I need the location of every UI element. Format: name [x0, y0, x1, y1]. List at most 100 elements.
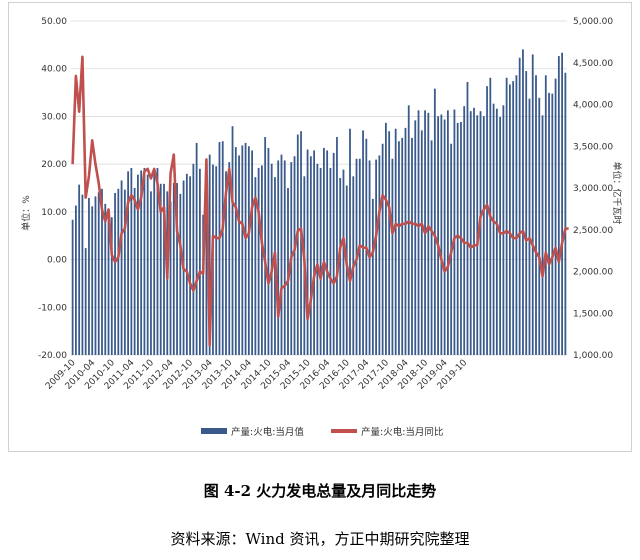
right-axis-title: 单位：亿千瓦时	[611, 161, 623, 224]
bar	[192, 163, 195, 355]
bar	[430, 140, 433, 355]
bar	[189, 176, 192, 355]
grid-lines	[71, 20, 567, 356]
bar	[163, 183, 165, 355]
bar	[329, 167, 332, 355]
bar	[378, 155, 381, 355]
line-series-fire-power-yoy	[71, 55, 569, 347]
left-tick-label: 0.00	[47, 256, 67, 266]
bar	[313, 150, 316, 355]
left-axis-ticks: 50.00 40.00 30.00 20.00 10.00 0.00 -10.00 -20.0…	[38, 17, 67, 361]
bar	[528, 98, 531, 355]
bar	[482, 116, 485, 355]
bar	[153, 172, 156, 355]
bar	[564, 72, 567, 356]
bar	[561, 52, 564, 355]
bar	[136, 174, 139, 355]
left-tick-label: 30.00	[41, 112, 67, 122]
left-axis-title: 单位：%	[20, 195, 32, 231]
bar	[316, 163, 319, 355]
bar	[225, 171, 227, 355]
bar	[218, 142, 221, 355]
right-tick-label: 1,500.00	[573, 309, 613, 319]
bar	[159, 183, 162, 355]
bar	[551, 93, 554, 356]
bar	[169, 201, 172, 355]
right-tick-label: 3,000.00	[573, 184, 613, 194]
bar	[123, 189, 126, 355]
bar	[541, 115, 544, 355]
bar	[427, 112, 430, 355]
bar	[81, 194, 84, 355]
bar	[384, 122, 387, 356]
bar	[309, 156, 312, 355]
bar	[176, 182, 178, 355]
left-tick-label: 40.00	[41, 65, 67, 75]
bar	[505, 77, 508, 355]
bar	[127, 171, 130, 355]
bar	[146, 174, 149, 355]
bar	[326, 150, 329, 355]
left-tick-label: 10.00	[41, 208, 67, 218]
bar	[221, 141, 224, 355]
bar	[557, 56, 560, 355]
bar	[495, 108, 498, 355]
left-tick-label: -10.00	[38, 303, 67, 313]
bar	[499, 117, 502, 356]
bar	[336, 137, 338, 355]
bar	[101, 188, 103, 355]
bar	[398, 141, 400, 355]
bar	[110, 217, 113, 355]
bar	[130, 167, 133, 355]
chart-legend: 产量:火电:当月值 产量:火电:当月同比	[201, 426, 443, 438]
bar	[238, 155, 240, 355]
bar	[202, 214, 205, 355]
bar	[322, 147, 325, 355]
bar	[71, 219, 74, 355]
bar	[107, 213, 110, 355]
left-tick-label: 20.00	[41, 160, 67, 170]
bar	[525, 71, 528, 355]
bar	[518, 57, 521, 356]
bar	[260, 165, 263, 355]
bar	[492, 103, 495, 355]
bar	[264, 137, 267, 355]
bar	[404, 127, 407, 355]
bar	[339, 177, 342, 355]
legend-line-label: 产量:火电:当月同比	[361, 426, 443, 438]
x-axis-ticks: 2009-102010-042010-102011-042011-102012-…	[44, 358, 469, 392]
bar	[156, 167, 159, 355]
bar	[544, 75, 547, 356]
bar	[257, 167, 260, 355]
bar	[420, 130, 423, 355]
bar	[280, 154, 283, 355]
bar	[538, 97, 541, 355]
figure-source: 资料来源：Wind 资讯，方正中期研究院整理	[170, 530, 470, 548]
bar	[104, 203, 107, 355]
bar	[414, 120, 417, 356]
bar	[228, 162, 231, 355]
bar	[306, 149, 309, 355]
bar	[342, 169, 345, 355]
bar	[522, 49, 524, 355]
bar	[456, 122, 459, 356]
bar	[502, 105, 505, 356]
bar	[443, 119, 446, 355]
bar	[486, 86, 488, 355]
bar	[195, 142, 198, 355]
figure-caption: 图 4-2 火力发电总量及月同比走势	[203, 482, 437, 500]
right-tick-label: 4,000.00	[573, 101, 613, 111]
bar	[215, 166, 218, 355]
bar	[463, 106, 466, 355]
bar	[466, 81, 469, 355]
bar	[172, 182, 175, 355]
bar	[293, 156, 296, 355]
bar	[247, 146, 250, 355]
bar	[319, 167, 322, 355]
bar	[362, 130, 364, 355]
bar	[84, 248, 87, 355]
bar	[78, 184, 81, 355]
bar	[244, 142, 247, 355]
bar	[198, 168, 201, 355]
bar	[185, 173, 188, 355]
